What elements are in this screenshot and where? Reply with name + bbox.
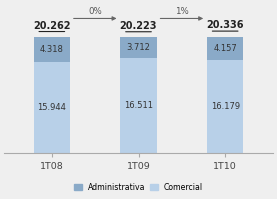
Text: 16.511: 16.511 [124, 101, 153, 110]
Legend: Administrativa, Comercial: Administrativa, Comercial [72, 181, 205, 193]
Bar [120, 58, 157, 153]
Text: 1%: 1% [175, 7, 189, 16]
Bar [34, 62, 70, 153]
Text: 0%: 0% [88, 7, 102, 16]
Text: 20.262: 20.262 [33, 21, 71, 31]
Bar [34, 37, 70, 62]
Text: 3.712: 3.712 [127, 43, 150, 52]
Text: 20.223: 20.223 [120, 21, 157, 31]
Text: 15.944: 15.944 [37, 103, 66, 112]
Bar [207, 37, 243, 60]
Text: 16.179: 16.179 [211, 102, 240, 111]
Text: 4.318: 4.318 [40, 45, 64, 54]
Bar [207, 60, 243, 153]
Bar [120, 37, 157, 58]
Text: 4.157: 4.157 [213, 44, 237, 53]
Text: 20.336: 20.336 [206, 20, 244, 30]
